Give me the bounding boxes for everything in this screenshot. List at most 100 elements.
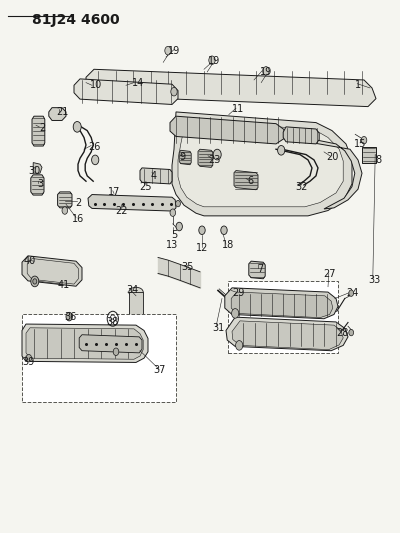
Circle shape	[31, 276, 39, 287]
Polygon shape	[249, 261, 265, 279]
Text: 8: 8	[375, 155, 381, 165]
Circle shape	[33, 279, 37, 284]
Text: 81J24 4600: 81J24 4600	[32, 13, 120, 27]
Text: 25: 25	[140, 182, 152, 191]
Circle shape	[26, 354, 32, 362]
Polygon shape	[22, 256, 82, 286]
Text: 27: 27	[324, 270, 336, 279]
Text: 21: 21	[56, 107, 68, 117]
Text: 14: 14	[132, 78, 144, 87]
Text: 18: 18	[222, 240, 234, 250]
Polygon shape	[179, 150, 191, 165]
Text: 12: 12	[196, 243, 208, 253]
Circle shape	[361, 136, 367, 144]
Polygon shape	[33, 163, 42, 173]
Polygon shape	[170, 116, 284, 144]
Text: 26: 26	[88, 142, 100, 151]
Circle shape	[113, 348, 119, 356]
Text: 9: 9	[179, 152, 185, 162]
Text: 4: 4	[151, 171, 157, 181]
Text: 32: 32	[296, 182, 308, 191]
Circle shape	[62, 207, 68, 214]
Text: 23: 23	[208, 155, 220, 165]
Polygon shape	[79, 335, 142, 353]
Circle shape	[213, 149, 221, 160]
Ellipse shape	[129, 311, 143, 321]
Bar	[228, 281, 338, 353]
Text: 16: 16	[72, 214, 84, 223]
Text: 33: 33	[368, 275, 380, 285]
Circle shape	[278, 146, 285, 155]
Circle shape	[349, 329, 354, 336]
Circle shape	[165, 46, 171, 55]
Circle shape	[170, 209, 176, 216]
Polygon shape	[26, 328, 143, 359]
Polygon shape	[31, 175, 44, 195]
Circle shape	[221, 226, 227, 235]
Polygon shape	[86, 69, 376, 107]
Polygon shape	[140, 168, 172, 184]
Text: 2: 2	[75, 198, 81, 207]
Text: 17: 17	[108, 187, 120, 197]
Polygon shape	[231, 292, 333, 318]
Text: 15: 15	[354, 139, 366, 149]
Polygon shape	[58, 192, 72, 208]
Text: 40: 40	[24, 256, 36, 266]
Circle shape	[232, 309, 239, 318]
Polygon shape	[74, 79, 178, 104]
Polygon shape	[49, 108, 66, 120]
Circle shape	[263, 67, 269, 75]
Text: 19: 19	[168, 46, 180, 55]
Polygon shape	[232, 321, 343, 350]
Circle shape	[176, 222, 182, 231]
Text: 29: 29	[232, 288, 244, 298]
Text: 30: 30	[28, 166, 40, 175]
Text: 13: 13	[166, 240, 178, 250]
Text: 31: 31	[212, 323, 224, 333]
Circle shape	[171, 87, 177, 96]
Circle shape	[66, 312, 72, 321]
Text: 2: 2	[39, 123, 45, 133]
Circle shape	[209, 56, 215, 64]
Text: 41: 41	[58, 280, 70, 290]
Circle shape	[176, 200, 180, 207]
Polygon shape	[172, 112, 352, 216]
Text: 3: 3	[37, 179, 43, 189]
Text: 24: 24	[346, 288, 358, 298]
Text: 6: 6	[247, 176, 253, 186]
Text: 19: 19	[208, 56, 220, 66]
Circle shape	[349, 290, 354, 296]
Text: 36: 36	[64, 312, 76, 322]
Text: 7: 7	[257, 264, 263, 274]
Bar	[362, 147, 376, 163]
Text: 35: 35	[182, 262, 194, 271]
Text: 28: 28	[336, 328, 348, 338]
Text: 5: 5	[171, 230, 177, 239]
Polygon shape	[283, 127, 319, 144]
Text: 39: 39	[22, 358, 34, 367]
Circle shape	[73, 122, 81, 132]
Bar	[129, 292, 143, 321]
Polygon shape	[88, 195, 176, 211]
Text: 19: 19	[260, 67, 272, 77]
Text: 1: 1	[355, 80, 361, 90]
Polygon shape	[226, 317, 348, 351]
Text: 10: 10	[90, 80, 102, 90]
Text: 11: 11	[232, 104, 244, 114]
Polygon shape	[32, 116, 45, 146]
Polygon shape	[178, 120, 343, 207]
Text: 20: 20	[326, 152, 338, 162]
Text: 37: 37	[154, 366, 166, 375]
Bar	[22, 314, 176, 402]
Polygon shape	[288, 134, 362, 209]
Polygon shape	[225, 288, 338, 319]
Polygon shape	[22, 324, 148, 362]
Circle shape	[92, 155, 99, 165]
Text: 22: 22	[116, 206, 128, 215]
Polygon shape	[234, 171, 258, 190]
Circle shape	[199, 226, 205, 235]
Text: 34: 34	[126, 286, 138, 295]
Ellipse shape	[129, 287, 143, 297]
Circle shape	[236, 341, 243, 350]
Polygon shape	[198, 149, 213, 167]
